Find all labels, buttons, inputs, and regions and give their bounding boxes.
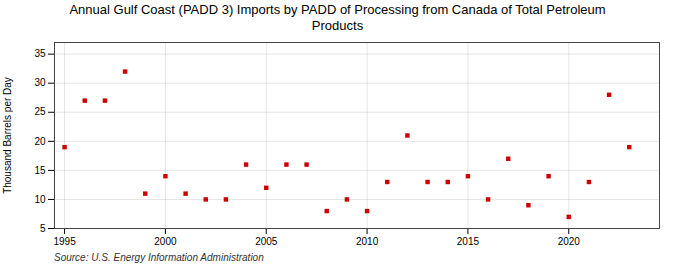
- svg-text:15: 15: [34, 165, 46, 176]
- svg-text:25: 25: [34, 106, 46, 117]
- svg-text:2020: 2020: [558, 236, 581, 247]
- svg-text:2015: 2015: [457, 236, 480, 247]
- svg-text:2010: 2010: [356, 236, 379, 247]
- svg-text:10: 10: [34, 194, 46, 205]
- svg-text:30: 30: [34, 77, 46, 88]
- svg-text:5: 5: [40, 223, 46, 234]
- svg-text:2005: 2005: [255, 236, 278, 247]
- html-text:Annual Gulf Coast (PADD 3) Imp: Annual Gulf Coast (PADD 3) Imports by PA…: [69, 2, 606, 33]
- svg-text:20: 20: [34, 136, 46, 147]
- svg-text:35: 35: [34, 48, 46, 59]
- svg-text:Thousand Barrels per Day: Thousand Barrels per Day: [2, 77, 13, 194]
- svg-text:1995: 1995: [53, 236, 76, 247]
- svg-text:2000: 2000: [154, 236, 177, 247]
- html-text:Source: U.S. Energy Informatio: Source: U.S. Energy Information Administ…: [54, 252, 264, 263]
